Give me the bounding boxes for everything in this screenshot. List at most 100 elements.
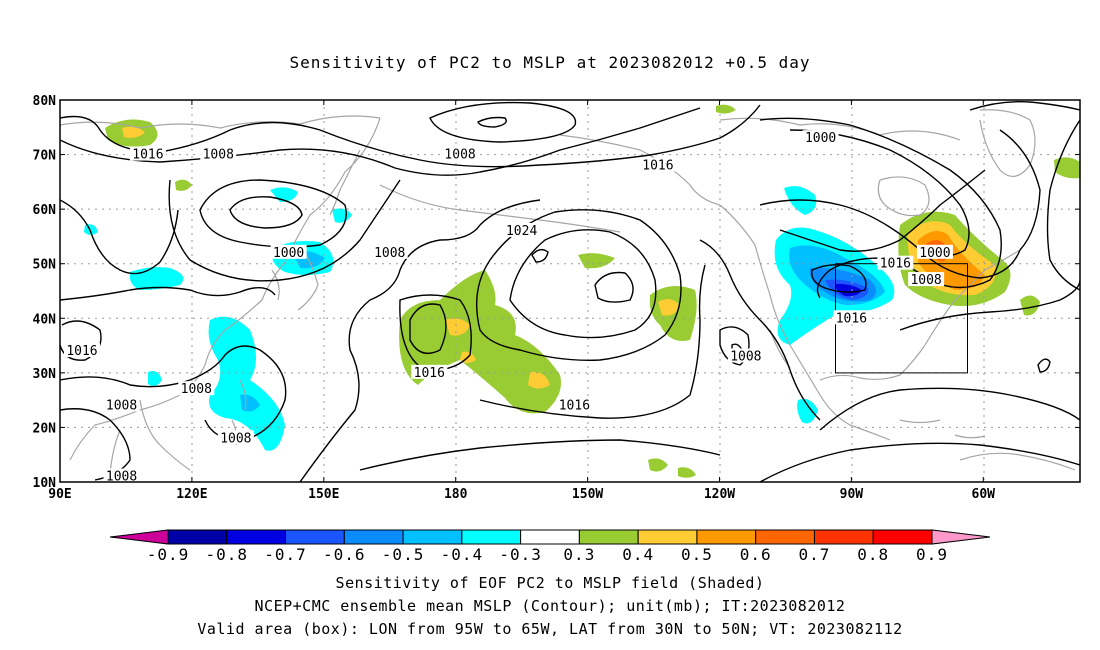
contour-label: 1000 — [919, 246, 950, 261]
colorbar-arrow-left — [109, 529, 169, 545]
contour-1016-pacific-west — [299, 199, 541, 482]
colorbar-swatch — [578, 529, 639, 545]
shade-pos-pac-small3 — [678, 467, 696, 478]
colorbar-label: -0.4 — [441, 545, 484, 564]
coast-aleutians — [379, 184, 621, 233]
contour-1024-pac-high — [475, 209, 682, 361]
coast-asia-east — [69, 117, 381, 461]
contour-1000-canada — [759, 117, 1002, 299]
contour-labels: 1016100810081016100010161000100810241016… — [63, 130, 953, 485]
colorbar-label: 0.6 — [740, 545, 772, 564]
contour-1016-gulf — [819, 387, 1080, 431]
contour-label-bg — [503, 222, 540, 237]
contour-label-bg — [802, 130, 839, 145]
contour-label: 1008 — [203, 148, 234, 163]
colorbar-label: -0.3 — [499, 545, 542, 564]
shade-pos-ne-pac-core — [658, 299, 680, 316]
contour-trough-low — [811, 263, 867, 293]
shade-pos-mongolia — [175, 179, 192, 191]
lat-tick-label: 20N — [33, 421, 57, 436]
coast-caribbean — [899, 419, 986, 439]
contour-pac-high-core-a — [531, 248, 549, 263]
shade-neg-scs — [148, 371, 162, 387]
mslp-contours — [60, 100, 1080, 482]
colorbar-label: -0.9 — [147, 545, 190, 564]
lat-tick-label: 60N — [33, 203, 57, 218]
colorbar-swatch — [461, 529, 522, 545]
contour-1008-north — [60, 107, 701, 176]
contour-1016-southeast — [899, 279, 1080, 331]
shade-pos-arctic — [716, 104, 736, 114]
shade-pos-pac-a — [445, 318, 470, 336]
colorbar-swatch — [872, 529, 933, 545]
lon-tick-label: 150E — [308, 487, 339, 502]
lat-tick-label: 70N — [33, 149, 57, 164]
contour-arctic-high-inner — [477, 116, 507, 128]
contour-1016-south — [359, 439, 721, 471]
colorbar-label: -0.5 — [382, 545, 425, 564]
contour-label-bg — [908, 272, 945, 287]
contour-label-bg — [178, 381, 215, 396]
captions: Sensitivity of EOF PC2 to MSLP field (Sh… — [197, 574, 902, 638]
contour-pac-low-ring — [399, 294, 472, 371]
contour-label: 1024 — [506, 224, 537, 239]
coast-hudson — [877, 176, 930, 217]
contour-label: 1000 — [805, 131, 836, 146]
caption-line-3: Valid area (box): LON from 95W to 65W, L… — [197, 620, 902, 638]
colorbar-label: -0.6 — [323, 545, 366, 564]
coast-kamchatka — [329, 149, 361, 216]
caption-line-1: Sensitivity of EOF PC2 to MSLP field (Sh… — [336, 574, 765, 592]
shade-neg-gulf — [797, 398, 818, 424]
shade-pos-pac-outer — [399, 270, 561, 414]
contour-1024-east — [1046, 119, 1080, 291]
contour-label: 1008 — [444, 148, 475, 163]
contour-label-bg — [129, 146, 166, 161]
contour-1016-na — [779, 169, 986, 252]
colorbar-label: 0.7 — [799, 545, 831, 564]
contour-pac-high-mid — [509, 229, 657, 339]
lon-tick-label: 90E — [48, 487, 71, 502]
lon-tick-label: 150W — [572, 487, 603, 502]
contour-label-bg — [727, 348, 764, 363]
shade-pos-greenland — [1054, 157, 1080, 179]
colorbar-label: 0.5 — [681, 545, 713, 564]
map-frame — [59, 99, 1081, 483]
contour-label: 1016 — [66, 344, 97, 359]
contour-pac-high-core-b — [594, 271, 634, 303]
lon-tick-label: 120W — [704, 487, 735, 502]
shade-neg-dateline-n — [332, 208, 352, 223]
colorbar-swatch — [696, 529, 757, 545]
contour-label-bg — [411, 364, 448, 379]
contour-label-bg — [371, 244, 408, 259]
contour-label: 1000 — [273, 246, 304, 261]
coast-asia-north — [60, 115, 381, 129]
lon-tick-label: 60W — [972, 487, 996, 502]
contour-low-okhotsk — [199, 179, 347, 248]
map-title: Sensitivity of PC2 to MSLP at 2023082012… — [289, 53, 810, 72]
contour-1016-northeast — [969, 100, 1080, 111]
contour-label-bg — [217, 430, 254, 445]
coast-gulf — [819, 344, 926, 381]
lat-axis: 80N 70N 60N 50N 40N 30N 20N 10N — [33, 94, 1080, 491]
colorbar-swatch — [167, 529, 228, 545]
colorbar-label: 0.8 — [857, 545, 889, 564]
caption-line-2: NCEP+CMC ensemble mean MSLP (Contour); u… — [255, 597, 846, 615]
colorbar-swatch — [285, 529, 345, 545]
colorbar-swatch — [520, 529, 580, 545]
colorbar-swatch — [343, 529, 404, 545]
contour-atl-small-loop — [1037, 358, 1051, 373]
colorbar-arrow-right — [931, 529, 991, 545]
colorbar-label: 0.4 — [622, 545, 654, 564]
contour-pac-loop — [409, 303, 447, 354]
coast-greenland — [979, 109, 1036, 177]
lat-tick-label: 10N — [33, 476, 57, 491]
shade-neg-na-max — [835, 283, 862, 297]
shade-pos-siberia-core — [122, 126, 145, 138]
contour-asia-ridge — [60, 199, 179, 275]
colorbar-label: 0.9 — [916, 545, 948, 564]
contour-label: 1016 — [836, 311, 867, 326]
coast-korea — [271, 269, 280, 301]
contour-label: 1016 — [880, 257, 911, 272]
contour-label-bg — [833, 310, 870, 325]
